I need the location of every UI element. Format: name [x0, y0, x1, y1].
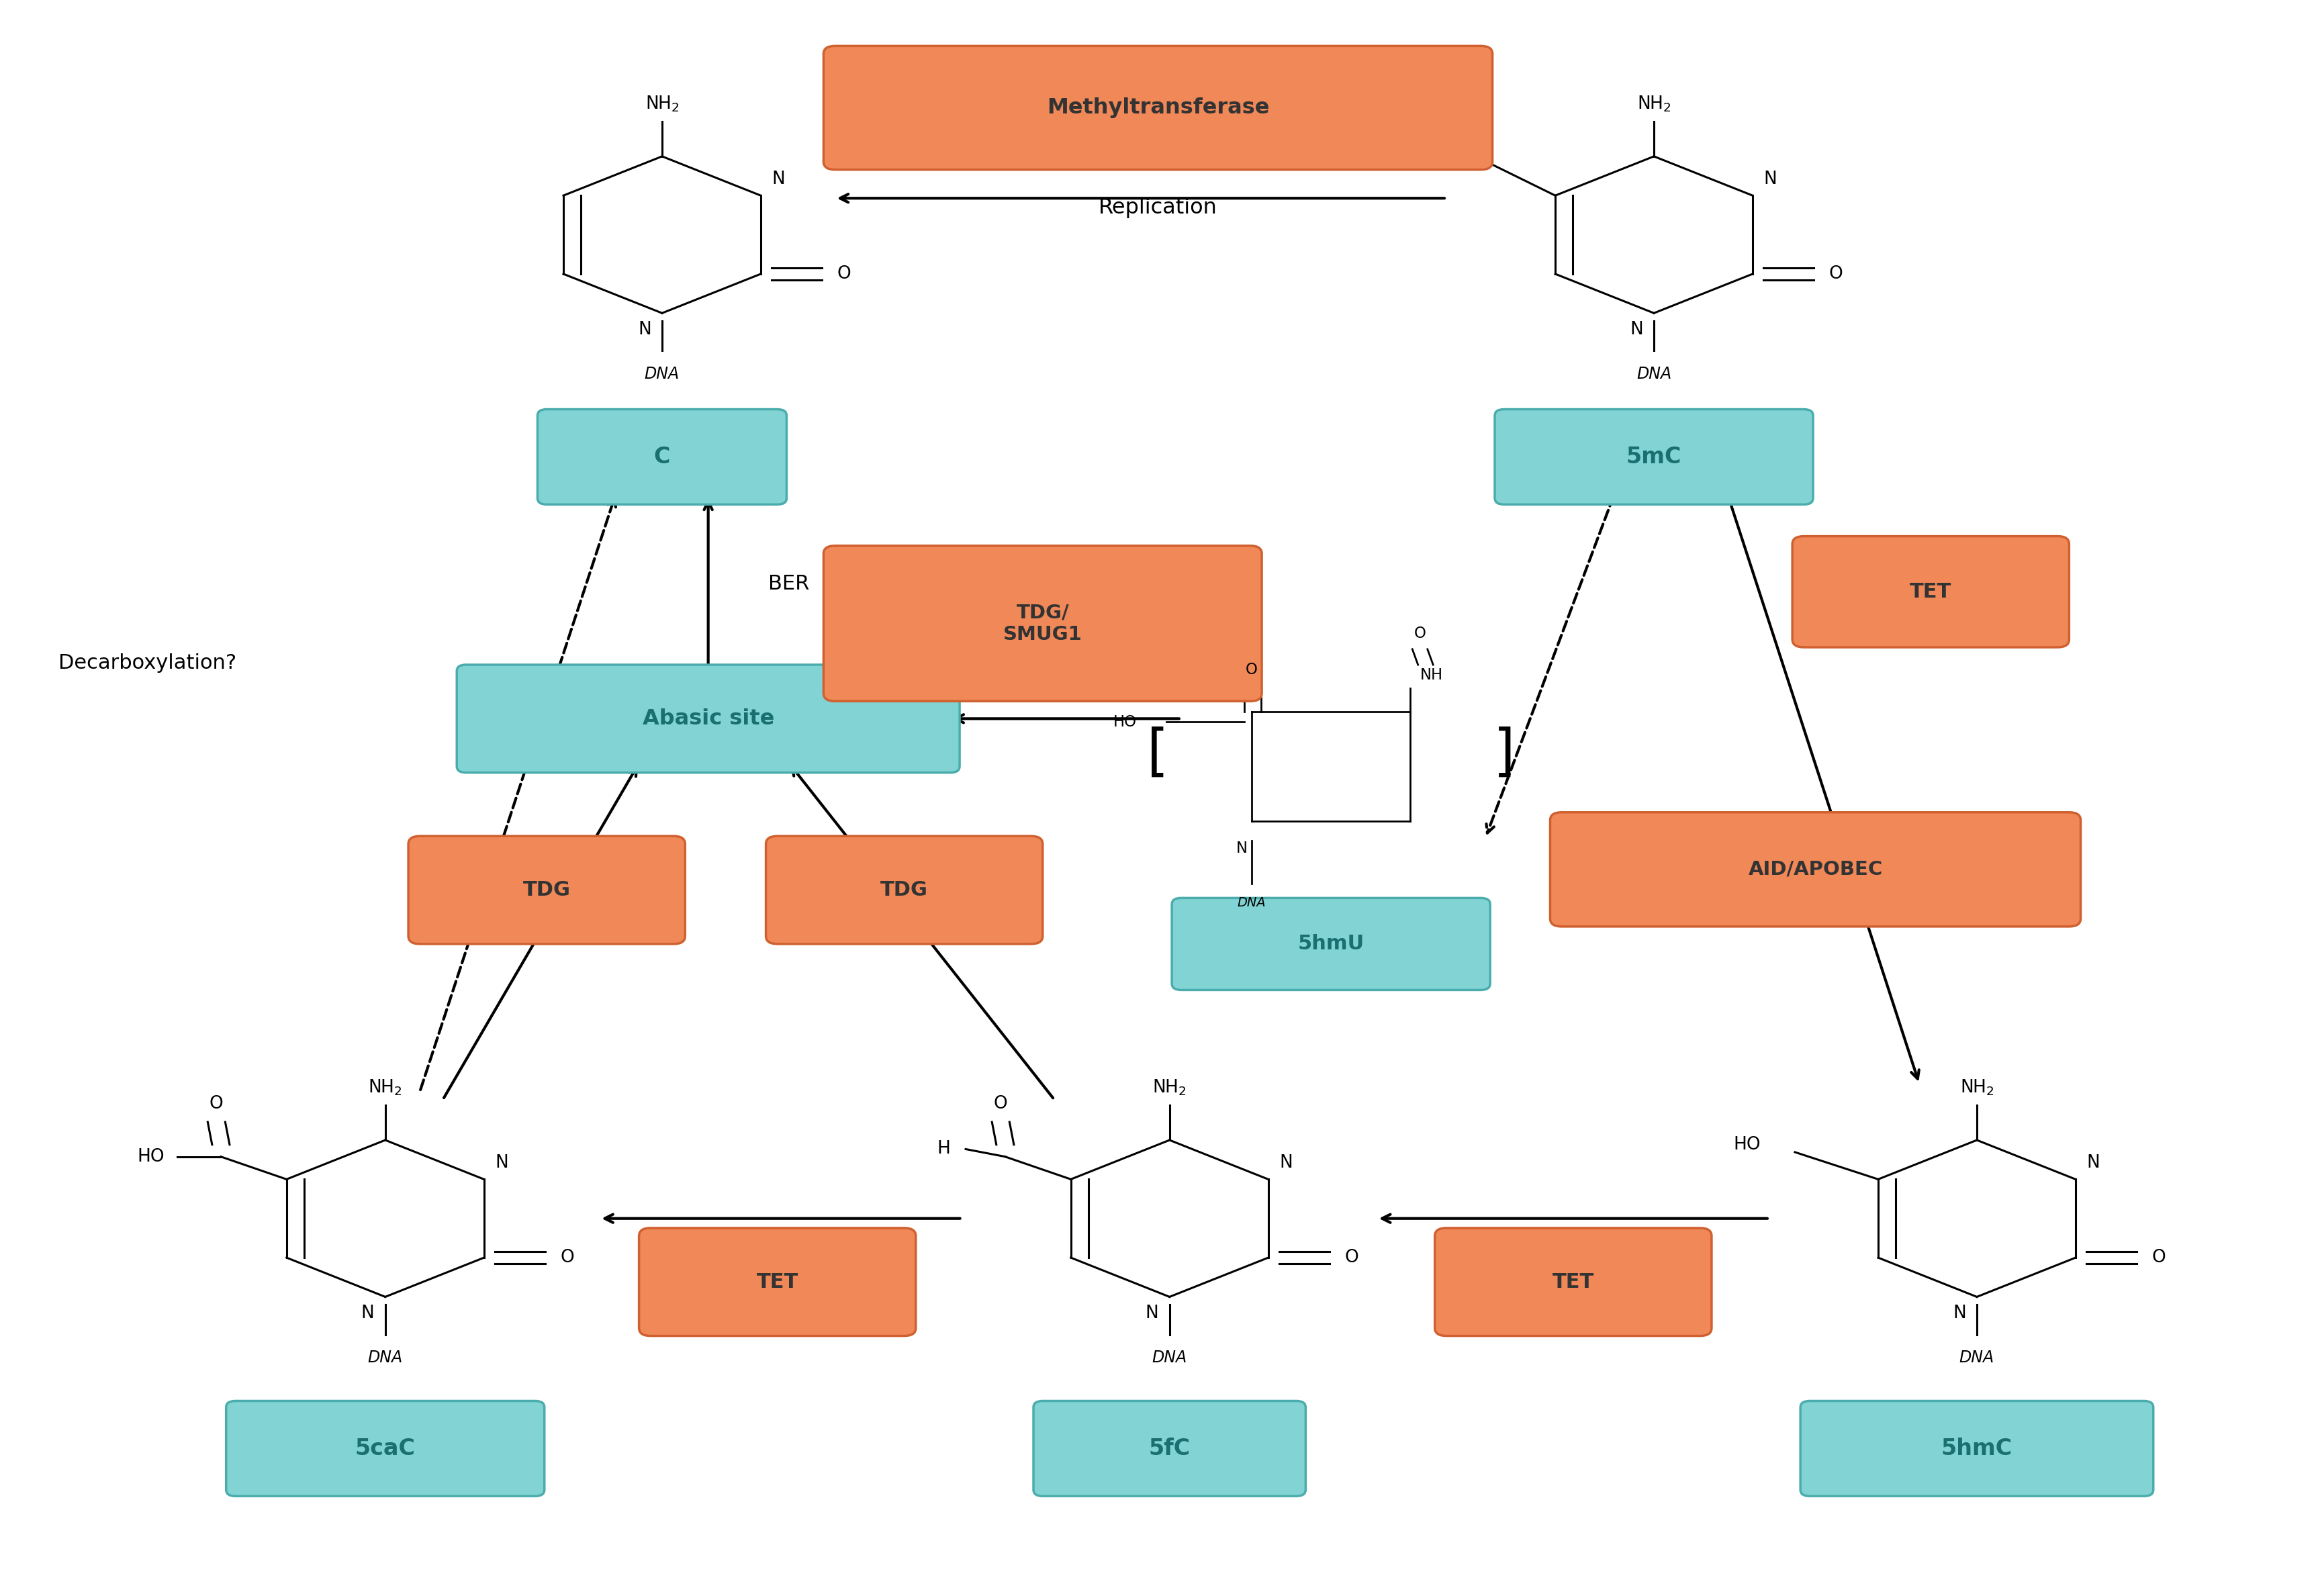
Text: 5caC: 5caC	[354, 1438, 415, 1460]
FancyBboxPatch shape	[1800, 1401, 2154, 1495]
Text: NH$_2$: NH$_2$	[644, 94, 679, 113]
Text: DNA: DNA	[1151, 1350, 1188, 1366]
Text: TDG/
SMUG1: TDG/ SMUG1	[1003, 603, 1082, 643]
FancyBboxPatch shape	[1549, 812, 2080, 927]
Text: DNA: DNA	[644, 365, 679, 381]
Text: C: C	[653, 445, 669, 468]
Text: O: O	[208, 1095, 222, 1112]
FancyBboxPatch shape	[1494, 409, 1813, 504]
Text: N: N	[361, 1304, 375, 1321]
Text: 5fC: 5fC	[1149, 1438, 1190, 1460]
FancyBboxPatch shape	[639, 1227, 915, 1336]
Text: BER: BER	[769, 575, 811, 594]
FancyBboxPatch shape	[1033, 1401, 1306, 1495]
Text: 5hmC: 5hmC	[1941, 1438, 2013, 1460]
Text: HO: HO	[1114, 715, 1137, 729]
Text: ]: ]	[1494, 726, 1515, 780]
Text: O: O	[1413, 626, 1427, 642]
Text: N: N	[637, 321, 651, 338]
FancyBboxPatch shape	[824, 46, 1492, 169]
Text: [: [	[1146, 726, 1170, 780]
FancyBboxPatch shape	[537, 409, 787, 504]
Text: H: H	[938, 1141, 950, 1157]
Text: N: N	[496, 1154, 507, 1171]
Text: HO: HO	[137, 1148, 164, 1165]
Text: TET: TET	[757, 1272, 799, 1291]
FancyBboxPatch shape	[408, 836, 686, 943]
Text: NH$_2$: NH$_2$	[368, 1077, 403, 1096]
Text: N: N	[1762, 171, 1776, 188]
Text: DNA: DNA	[368, 1350, 403, 1366]
FancyBboxPatch shape	[227, 1401, 544, 1495]
Text: N: N	[1278, 1154, 1292, 1171]
FancyBboxPatch shape	[824, 546, 1262, 701]
FancyBboxPatch shape	[1172, 899, 1489, 990]
Text: TET: TET	[1552, 1272, 1593, 1291]
Text: Abasic site: Abasic site	[642, 709, 774, 729]
Text: O: O	[994, 1095, 1007, 1112]
Text: O: O	[560, 1250, 574, 1266]
Text: N: N	[771, 171, 785, 188]
Text: NH$_2$: NH$_2$	[1153, 1077, 1186, 1096]
Text: N: N	[1952, 1304, 1966, 1321]
Text: N: N	[2087, 1154, 2101, 1171]
Text: NH$_2$: NH$_2$	[1637, 94, 1672, 113]
Text: Replication: Replication	[1098, 198, 1218, 219]
FancyBboxPatch shape	[456, 664, 959, 772]
Text: O: O	[1346, 1250, 1359, 1266]
Text: TDG: TDG	[523, 881, 570, 900]
Text: NH$_2$: NH$_2$	[1959, 1077, 1994, 1096]
Text: DNA: DNA	[1959, 1350, 1994, 1366]
Text: DNA: DNA	[1637, 365, 1672, 381]
FancyBboxPatch shape	[1436, 1227, 1712, 1336]
Text: O: O	[1830, 265, 1844, 282]
Text: TDG: TDG	[880, 881, 929, 900]
Text: HO: HO	[1732, 1136, 1760, 1154]
FancyBboxPatch shape	[1793, 536, 2068, 648]
Text: N: N	[1146, 1304, 1158, 1321]
Text: NH: NH	[1420, 667, 1443, 683]
Text: AID/APOBEC: AID/APOBEC	[1749, 860, 1883, 879]
Text: O: O	[836, 265, 850, 282]
Text: N: N	[1237, 841, 1248, 855]
Text: O: O	[1246, 662, 1258, 678]
Text: N: N	[1630, 321, 1642, 338]
Text: O: O	[2152, 1250, 2165, 1266]
FancyBboxPatch shape	[767, 836, 1042, 943]
Text: Methyltransferase: Methyltransferase	[1047, 97, 1269, 118]
Text: Decarboxylation?: Decarboxylation?	[58, 653, 236, 674]
Text: TET: TET	[1911, 583, 1952, 602]
Text: DNA: DNA	[1237, 897, 1267, 910]
Text: 5mC: 5mC	[1626, 445, 1681, 468]
Text: 5hmU: 5hmU	[1297, 934, 1364, 954]
